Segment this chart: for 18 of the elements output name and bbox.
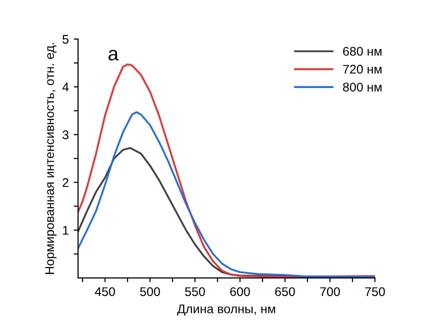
y-tick-label: 2 [62, 178, 68, 187]
legend-label: 800 нм [343, 82, 382, 92]
x-tick-label: 750 [365, 287, 385, 296]
legend-label: 680 нм [343, 46, 382, 56]
x-tick-label: 700 [320, 287, 340, 296]
y-axis-title: Нормированная интенсивность, отн. ед. [45, 43, 57, 274]
y-tick-label: 1 [63, 226, 68, 235]
x-tick-label: 450 [94, 287, 115, 296]
x-axis-title: Длина волны, нм [177, 304, 276, 316]
legend-label: 720 нм [343, 64, 382, 74]
y-tick-label: 3 [62, 130, 68, 140]
x-tick-label: 550 [185, 287, 205, 296]
annotation: а [108, 50, 119, 61]
x-tick-label: 650 [275, 287, 295, 296]
x-tick-label: 600 [230, 287, 250, 296]
y-tick-label: 4 [62, 82, 69, 92]
y-tick-label: 5 [62, 35, 68, 44]
x-tick-label: 500 [140, 287, 160, 296]
